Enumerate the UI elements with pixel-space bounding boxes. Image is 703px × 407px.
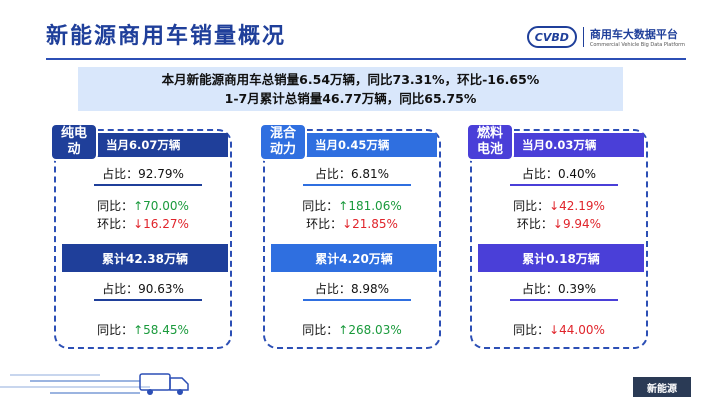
cum-yoy-value: ↑58.45% [133, 323, 189, 337]
logo-en-name: Commercial Vehicle Big Data Platform [589, 42, 685, 48]
monthly-sales-bar: 当月0.45万辆 [305, 133, 437, 157]
yoy-value: ↑181.06% [338, 199, 402, 213]
category-tag: 纯电 动 [50, 123, 98, 161]
yoy-label: 同比： [513, 199, 550, 213]
logo-text: 商用车大数据平台 Commercial Vehicle Big Data Pla… [590, 26, 685, 48]
mom-label: 环比： [306, 217, 343, 231]
share-label: 占比： [102, 167, 139, 181]
monthly-share-row: 占比：92.79% [56, 165, 230, 182]
mom-value: ↓16.27% [133, 217, 189, 231]
monthly-share-row: 占比：0.40% [472, 165, 646, 182]
cumulative-yoy-row: 同比：↓44.00% [472, 321, 646, 338]
yoy-label: 同比： [302, 199, 339, 213]
yoy-label: 同比： [97, 199, 134, 213]
cum-yoy-value: ↑268.03% [338, 323, 402, 337]
monthly-sales-bar: 当月0.03万辆 [512, 133, 644, 157]
cum-share-value: 0.39% [557, 282, 597, 296]
share-divider [94, 184, 202, 186]
cum-share-divider [510, 299, 618, 301]
cumulative-yoy-row: 同比：↑268.03% [265, 321, 439, 338]
card-hybrid: 混合 动力 当月0.45万辆 占比：6.81% 同比：↑181.06% 环比：↓… [259, 123, 441, 349]
cumulative-share-row: 占比：8.98% [265, 280, 439, 297]
cum-share-value: 90.63% [138, 282, 184, 296]
cumulative-sales-bar: 累计42.38万辆 [62, 244, 228, 272]
summary-banner: 本月新能源商用车总销量6.54万辆，同比73.31%，环比-16.65% 1-7… [78, 67, 623, 111]
monthly-share-row: 占比：6.81% [265, 165, 439, 182]
yoy-value: ↑70.00% [133, 199, 189, 213]
share-value: 6.81% [350, 167, 390, 181]
mom-row: 环比：↓16.27% [56, 215, 230, 232]
cum-yoy-label: 同比： [302, 323, 339, 337]
title-divider [46, 58, 686, 60]
mom-value: ↓9.94% [552, 217, 602, 231]
card-fuel-cell: 燃料 电池 当月0.03万辆 占比：0.40% 同比：↓42.19% 环比：↓9… [466, 123, 648, 349]
cum-share-divider [303, 299, 411, 301]
category-tag: 混合 动力 [259, 123, 307, 161]
cumulative-share-row: 占比：0.39% [472, 280, 646, 297]
summary-line-monthly: 本月新能源商用车总销量6.54万辆，同比73.31%，环比-16.65% [161, 72, 540, 87]
logo-divider [582, 27, 584, 47]
cum-share-label: 占比： [314, 282, 351, 296]
yoy-value: ↓42.19% [549, 199, 605, 213]
cum-share-label: 占比： [521, 282, 558, 296]
corner-label: 新能源 [633, 377, 691, 397]
cumulative-sales-bar: 累计0.18万辆 [478, 244, 644, 272]
card-bev: 纯电 动 当月6.07万辆 占比：92.79% 同比：↑70.00% 环比：↓1… [50, 123, 232, 349]
cum-yoy-value: ↓44.00% [549, 323, 605, 337]
monthly-sales-bar: 当月6.07万辆 [96, 133, 228, 157]
share-label: 占比： [314, 167, 351, 181]
cvbd-logo-mark: CVBD [526, 26, 577, 48]
truck-decoration-icon [0, 373, 189, 395]
cum-share-value: 8.98% [350, 282, 390, 296]
mom-value: ↓21.85% [342, 217, 398, 231]
mom-row: 环比：↓21.85% [265, 215, 439, 232]
mom-label: 环比： [516, 217, 553, 231]
platform-logo: CVBD 商用车大数据平台 Commercial Vehicle Big Dat… [526, 26, 685, 48]
share-divider [303, 184, 411, 186]
cumulative-share-row: 占比：90.63% [56, 280, 230, 297]
page-title: 新能源商用车销量概况 [46, 24, 287, 49]
cumulative-yoy-row: 同比：↑58.45% [56, 321, 230, 338]
cum-yoy-label: 同比： [513, 323, 550, 337]
category-tag: 燃料 电池 [466, 123, 514, 161]
cum-yoy-label: 同比： [97, 323, 134, 337]
mom-row: 环比：↓9.94% [472, 215, 646, 232]
share-divider [510, 184, 618, 186]
share-value: 0.40% [557, 167, 597, 181]
logo-cn-name: 商用车大数据平台 [589, 28, 678, 41]
yoy-row: 同比：↓42.19% [472, 197, 646, 214]
share-label: 占比： [521, 167, 558, 181]
mom-label: 环比： [97, 217, 134, 231]
summary-line-cumulative: 1-7月累计总销量46.77万辆，同比65.75% [224, 91, 477, 106]
yoy-row: 同比：↑181.06% [265, 197, 439, 214]
yoy-row: 同比：↑70.00% [56, 197, 230, 214]
cumulative-sales-bar: 累计4.20万辆 [271, 244, 437, 272]
cum-share-label: 占比： [102, 282, 139, 296]
share-value: 92.79% [138, 167, 184, 181]
cum-share-divider [94, 299, 202, 301]
